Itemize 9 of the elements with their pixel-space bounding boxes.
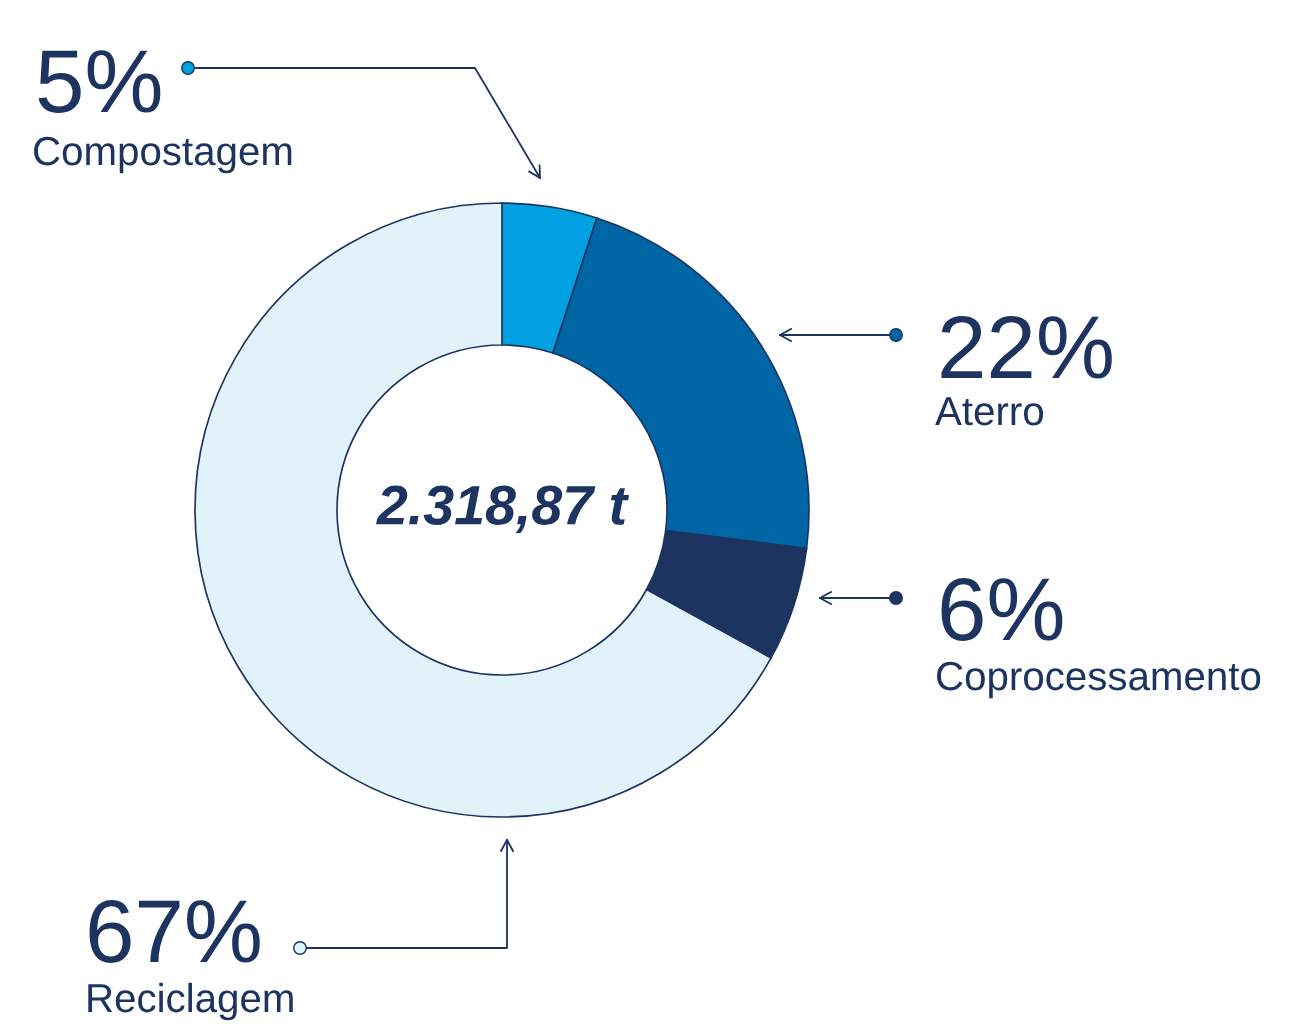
text: 2.318,87 t [376, 485, 630, 533]
data-label: 67% [89, 899, 260, 963]
slice-label: Aterro [935, 397, 1043, 426]
slice-label: Coprocessamento [937, 661, 1261, 699]
data-label: 22% [941, 315, 1112, 379]
data-label: 5% [38, 50, 161, 113]
data-label: 6% [941, 577, 1063, 641]
legend-label: Reciclagem [88, 982, 293, 1021]
slice-label: Compostagem [34, 136, 292, 174]
